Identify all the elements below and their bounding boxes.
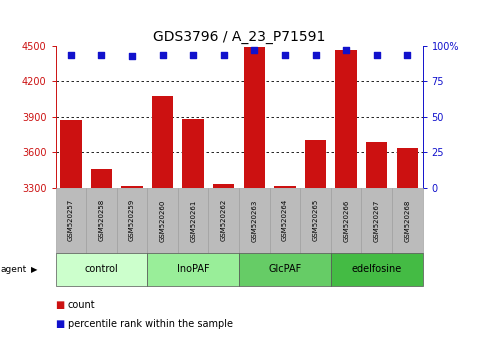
Point <box>403 52 411 57</box>
Point <box>189 52 197 57</box>
Bar <box>183 119 204 188</box>
Text: GSM520259: GSM520259 <box>129 199 135 241</box>
Text: edelfosine: edelfosine <box>352 264 402 274</box>
Bar <box>366 142 387 188</box>
Text: agent: agent <box>1 265 27 274</box>
Text: GSM520266: GSM520266 <box>343 199 349 241</box>
Point <box>373 52 381 57</box>
Text: GSM520264: GSM520264 <box>282 199 288 241</box>
Bar <box>152 96 173 188</box>
Bar <box>305 141 327 188</box>
Point <box>342 47 350 53</box>
Text: GSM520260: GSM520260 <box>159 199 166 241</box>
Point <box>128 53 136 59</box>
Text: GSM520263: GSM520263 <box>251 199 257 241</box>
Text: GSM520268: GSM520268 <box>404 199 411 241</box>
Point <box>98 52 105 57</box>
Text: GSM520265: GSM520265 <box>313 199 319 241</box>
Text: control: control <box>85 264 118 274</box>
Text: GSM520261: GSM520261 <box>190 199 196 241</box>
Bar <box>335 50 357 188</box>
Point <box>67 52 75 57</box>
Bar <box>244 47 265 188</box>
Text: ▶: ▶ <box>31 265 37 274</box>
Title: GDS3796 / A_23_P71591: GDS3796 / A_23_P71591 <box>153 30 325 44</box>
Text: count: count <box>68 300 95 310</box>
Text: percentile rank within the sample: percentile rank within the sample <box>68 319 233 329</box>
Bar <box>397 148 418 188</box>
Text: ■: ■ <box>56 300 65 310</box>
Text: ■: ■ <box>56 319 65 329</box>
Point <box>251 47 258 53</box>
Point <box>220 52 227 57</box>
Bar <box>121 187 143 188</box>
Point <box>159 52 167 57</box>
Point <box>312 52 319 57</box>
Bar <box>60 120 82 188</box>
Text: GSM520267: GSM520267 <box>374 199 380 241</box>
Text: GlcPAF: GlcPAF <box>269 264 301 274</box>
Bar <box>274 186 296 188</box>
Point <box>281 52 289 57</box>
Text: GSM520258: GSM520258 <box>99 199 104 241</box>
Bar <box>213 184 235 188</box>
Text: GSM520257: GSM520257 <box>68 199 74 241</box>
Bar <box>91 169 112 188</box>
Text: GSM520262: GSM520262 <box>221 199 227 241</box>
Text: InoPAF: InoPAF <box>177 264 210 274</box>
